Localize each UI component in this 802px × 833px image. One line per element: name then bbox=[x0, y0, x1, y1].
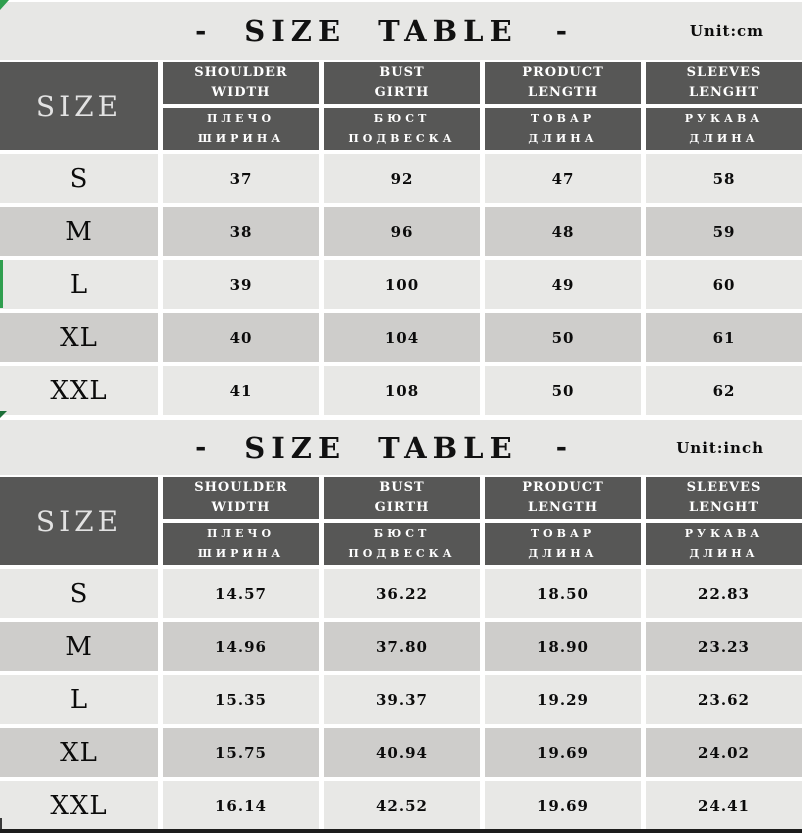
title-dash-right: - bbox=[555, 432, 567, 463]
corner-header-cell: SIZE bbox=[0, 62, 158, 150]
bottom-left-accent bbox=[0, 818, 2, 830]
value-cell: 42.52 bbox=[324, 781, 480, 830]
column-header-ru-shoulder: ПЛЕЧО ШИРИНА bbox=[163, 108, 319, 150]
column-header-en-bust: BUST GIRTH bbox=[324, 62, 480, 104]
value-cell: 14.57 bbox=[163, 569, 319, 618]
value-cell: 24.41 bbox=[646, 781, 802, 830]
corner-header-cell: SIZE bbox=[0, 477, 158, 565]
green-edge-accent bbox=[0, 260, 3, 308]
size-corner-label: SIZE bbox=[35, 504, 123, 538]
value-cell: 47 bbox=[485, 154, 641, 203]
value-cell: 18.90 bbox=[485, 622, 641, 671]
value-cell: 100 bbox=[324, 260, 480, 309]
column-header-en-sleeves: SLEEVES LENGHT bbox=[646, 477, 802, 519]
value-cell: 23.62 bbox=[646, 675, 802, 724]
size-cell: M bbox=[0, 622, 158, 671]
bottom-edge-bar bbox=[0, 829, 802, 833]
table-title-text: SIZE TABLE bbox=[244, 14, 518, 48]
value-cell: 50 bbox=[485, 313, 641, 362]
value-cell: 104 bbox=[324, 313, 480, 362]
value-cell: 108 bbox=[324, 366, 480, 415]
value-cell: 23.23 bbox=[646, 622, 802, 671]
size-cell: XL bbox=[0, 728, 158, 777]
size-cell: L bbox=[0, 260, 158, 309]
size-cell: M bbox=[0, 207, 158, 256]
table-title-cm: - SIZE TABLE - bbox=[0, 2, 782, 60]
value-cell: 15.35 bbox=[163, 675, 319, 724]
size-table-cm: - SIZE TABLE - Unit:cm SIZE SHOULDER WID… bbox=[0, 2, 802, 415]
green-corner-accent bbox=[0, 0, 9, 10]
value-cell: 19.29 bbox=[485, 675, 641, 724]
column-header-ru-bust: БЮСТ ПОДВЕСКА bbox=[324, 523, 480, 565]
table-title-text: SIZE TABLE bbox=[244, 430, 518, 465]
value-cell: 58 bbox=[646, 154, 802, 203]
value-cell: 40.94 bbox=[324, 728, 480, 777]
value-cell: 49 bbox=[485, 260, 641, 309]
column-header-ru-shoulder: ПЛЕЧО ШИРИНА bbox=[163, 523, 319, 565]
column-header-ru-sleeves: РУКАВА ДЛИНА bbox=[646, 108, 802, 150]
value-cell: 15.75 bbox=[163, 728, 319, 777]
value-cell: 37 bbox=[163, 154, 319, 203]
size-corner-label: SIZE bbox=[35, 89, 123, 123]
size-cell: S bbox=[0, 154, 158, 203]
green-mid-accent bbox=[0, 411, 7, 418]
value-cell: 60 bbox=[646, 260, 802, 309]
value-cell: 38 bbox=[163, 207, 319, 256]
value-cell: 48 bbox=[485, 207, 641, 256]
value-cell: 37.80 bbox=[324, 622, 480, 671]
unit-label-inch: Unit:inch bbox=[676, 438, 764, 457]
column-header-ru-sleeves: РУКАВА ДЛИНА bbox=[646, 523, 802, 565]
value-cell: 18.50 bbox=[485, 569, 641, 618]
value-cell: 16.14 bbox=[163, 781, 319, 830]
value-cell: 24.02 bbox=[646, 728, 802, 777]
value-cell: 19.69 bbox=[485, 781, 641, 830]
size-cell: L bbox=[0, 675, 158, 724]
value-cell: 41 bbox=[163, 366, 319, 415]
size-cell: XXL bbox=[0, 366, 158, 415]
table-title-bar-cm: - SIZE TABLE - Unit:cm bbox=[0, 2, 802, 60]
size-cell: S bbox=[0, 569, 158, 618]
column-header-en-shoulder: SHOULDER WIDTH bbox=[163, 62, 319, 104]
size-grid-cm: SIZE SHOULDER WIDTH BUST GIRTH PRODUCT L… bbox=[0, 62, 802, 415]
value-cell: 19.69 bbox=[485, 728, 641, 777]
unit-label-cm: Unit:cm bbox=[689, 22, 764, 40]
column-header-en-product: PRODUCT LENGTH bbox=[485, 62, 641, 104]
size-grid-inch: SIZE SHOULDER WIDTH BUST GIRTH PRODUCT L… bbox=[0, 477, 802, 830]
value-cell: 61 bbox=[646, 313, 802, 362]
column-header-ru-product: ТОВАР ДЛИНА bbox=[485, 523, 641, 565]
table-title-bar-inch: - SIZE TABLE - Unit:inch bbox=[0, 420, 802, 475]
value-cell: 22.83 bbox=[646, 569, 802, 618]
column-header-ru-bust: БЮСТ ПОДВЕСКА bbox=[324, 108, 480, 150]
value-cell: 40 bbox=[163, 313, 319, 362]
column-header-en-bust: BUST GIRTH bbox=[324, 477, 480, 519]
value-cell: 59 bbox=[646, 207, 802, 256]
value-cell: 62 bbox=[646, 366, 802, 415]
title-dash-right: - bbox=[555, 15, 567, 47]
column-header-en-product: PRODUCT LENGTH bbox=[485, 477, 641, 519]
size-table-inch: - SIZE TABLE - Unit:inch SIZE SHOULDER W… bbox=[0, 420, 802, 830]
title-dash-left: - bbox=[195, 432, 207, 463]
size-cell: XXL bbox=[0, 781, 158, 830]
size-cell: XL bbox=[0, 313, 158, 362]
value-cell: 14.96 bbox=[163, 622, 319, 671]
value-cell: 39.37 bbox=[324, 675, 480, 724]
table-title-inch: - SIZE TABLE - bbox=[0, 420, 782, 475]
value-cell: 50 bbox=[485, 366, 641, 415]
title-dash-left: - bbox=[195, 15, 207, 47]
column-header-ru-product: ТОВАР ДЛИНА bbox=[485, 108, 641, 150]
column-header-en-shoulder: SHOULDER WIDTH bbox=[163, 477, 319, 519]
value-cell: 36.22 bbox=[324, 569, 480, 618]
value-cell: 92 bbox=[324, 154, 480, 203]
value-cell: 96 bbox=[324, 207, 480, 256]
column-header-en-sleeves: SLEEVES LENGHT bbox=[646, 62, 802, 104]
value-cell: 39 bbox=[163, 260, 319, 309]
